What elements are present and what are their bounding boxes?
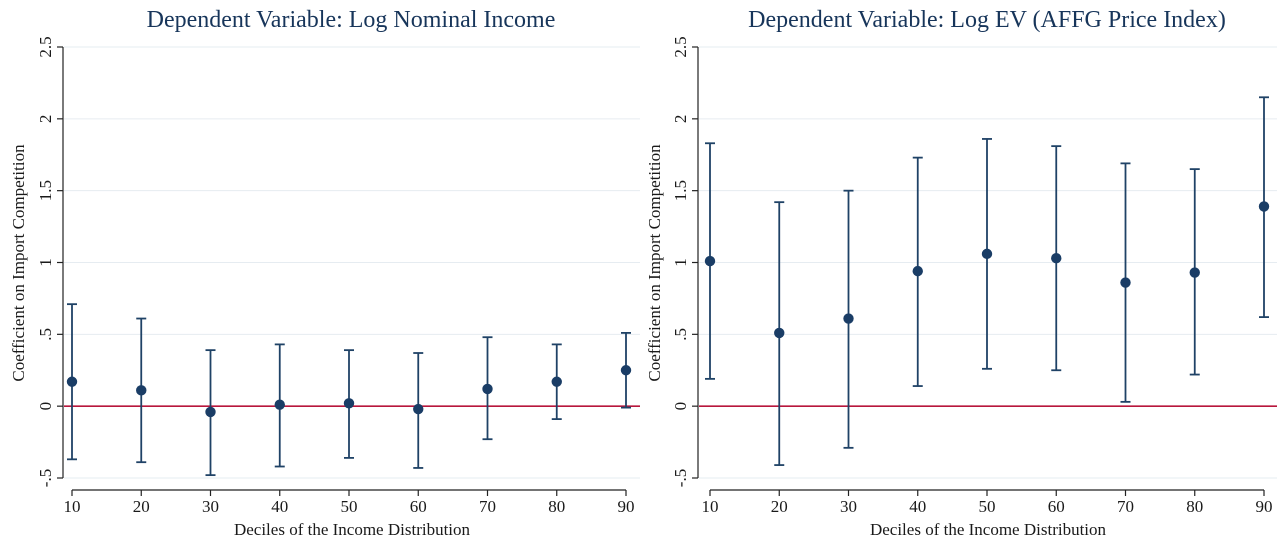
y-tick-label: 1.5 bbox=[36, 180, 55, 201]
x-tick-label: 10 bbox=[702, 497, 719, 516]
data-point bbox=[1051, 252, 1062, 264]
y-tick-label: 0 bbox=[671, 402, 690, 411]
plot-area: -.5 0 .5 1 1.5 2 2.5 10 20 30 40 50 60 70 80 90 bbox=[671, 36, 1277, 516]
y-axis-label: Coefficient on Import Competition bbox=[9, 144, 28, 382]
x-tick-label: 30 bbox=[202, 497, 219, 516]
x-tick-label: 30 bbox=[840, 497, 857, 516]
data-point bbox=[482, 383, 493, 395]
y-tick-label: .5 bbox=[36, 328, 55, 341]
data-point bbox=[774, 327, 785, 339]
y-tick-label: 0 bbox=[36, 402, 55, 411]
y-tick-label: 2 bbox=[36, 115, 55, 124]
panel-right: Dependent Variable: Log EV (AFFG Price I… bbox=[645, 7, 1277, 539]
x-tick-label: 50 bbox=[979, 497, 996, 516]
data-point bbox=[704, 255, 716, 267]
y-tick-label: .5 bbox=[671, 328, 690, 341]
data-point bbox=[843, 313, 854, 324]
y-tick-label: -.5 bbox=[36, 469, 55, 487]
data-point bbox=[620, 365, 632, 376]
data-point bbox=[136, 385, 147, 396]
y-tick-label: -.5 bbox=[671, 469, 690, 487]
x-tick-label: 90 bbox=[1256, 497, 1273, 516]
chart-title: Dependent Variable: Log EV (AFFG Price I… bbox=[748, 7, 1226, 33]
x-axis-label: Deciles of the Income Distribution bbox=[234, 520, 471, 539]
x-tick-label: 40 bbox=[271, 497, 288, 516]
y-tick-label: 1.5 bbox=[671, 180, 690, 201]
data-point bbox=[912, 265, 923, 277]
x-tick-label: 20 bbox=[771, 497, 788, 516]
data-point bbox=[551, 376, 562, 387]
data-point bbox=[981, 248, 993, 260]
y-tick-label: 2 bbox=[671, 115, 690, 124]
x-tick-label: 80 bbox=[548, 497, 565, 516]
x-tick-label: 60 bbox=[1048, 497, 1065, 516]
x-tick-label: 70 bbox=[479, 497, 496, 516]
y-tick-label: 2.5 bbox=[671, 36, 690, 57]
x-tick-label: 20 bbox=[133, 497, 150, 516]
x-tick-label: 90 bbox=[618, 497, 635, 516]
y-tick-label: 1 bbox=[36, 258, 55, 267]
x-tick-label: 40 bbox=[909, 497, 926, 516]
chart-title: Dependent Variable: Log Nominal Income bbox=[147, 7, 556, 33]
data-point bbox=[66, 376, 78, 387]
data-point bbox=[1189, 267, 1200, 278]
y-tick-label: 1 bbox=[671, 258, 690, 267]
x-axis-label: Deciles of the Income Distribution bbox=[870, 520, 1107, 539]
y-axis-label: Coefficient on Import Competition bbox=[645, 144, 664, 382]
data-point bbox=[1120, 277, 1131, 288]
data-point bbox=[274, 399, 285, 410]
plot-area: -.5 0 .5 1 1.5 2 2.5 10 20 30 40 50 60 70 80 90 bbox=[36, 36, 640, 516]
data-point bbox=[205, 406, 216, 418]
x-tick-label: 10 bbox=[64, 497, 81, 516]
x-tick-label: 60 bbox=[410, 497, 427, 516]
x-tick-label: 70 bbox=[1117, 497, 1134, 516]
y-tick-label: 2.5 bbox=[36, 36, 55, 57]
data-point bbox=[413, 403, 424, 415]
data-point bbox=[1258, 201, 1270, 212]
data-point bbox=[343, 398, 355, 409]
panel-left: Dependent Variable: Log Nominal Income C… bbox=[9, 7, 640, 539]
x-tick-label: 50 bbox=[341, 497, 358, 516]
x-tick-label: 80 bbox=[1186, 497, 1203, 516]
